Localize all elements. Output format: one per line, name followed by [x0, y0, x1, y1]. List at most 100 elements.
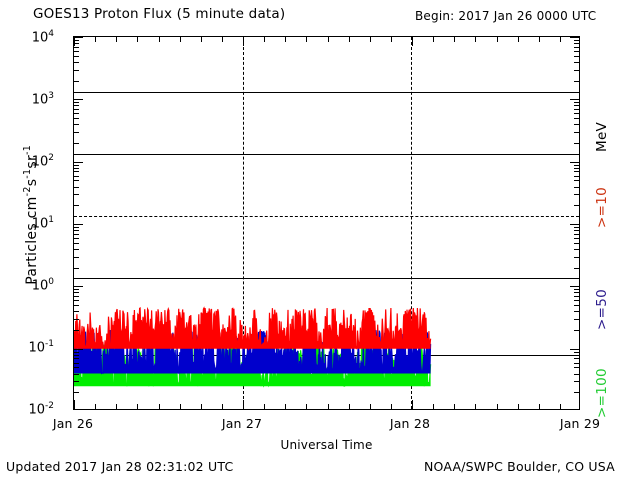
day-divider-jan28 — [411, 37, 412, 409]
y-minor-tick — [74, 305, 79, 307]
x-minor-tick — [327, 404, 329, 409]
x-minor-tick — [348, 37, 350, 42]
x-minor-tick — [517, 37, 519, 42]
y-minor-tick — [74, 311, 79, 313]
y-minor-tick — [574, 351, 579, 353]
y-minor-tick — [74, 175, 79, 177]
y-minor-tick — [74, 242, 79, 244]
plot-area[interactable] — [73, 36, 580, 410]
x-minor-tick — [137, 404, 139, 409]
y-major-tick — [570, 99, 579, 101]
x-minor-tick — [517, 404, 519, 409]
y-minor-tick — [574, 230, 579, 231]
flux-line-0 — [74, 306, 432, 351]
y-minor-tick — [74, 358, 79, 360]
y-minor-tick — [574, 164, 579, 166]
y-minor-tick — [574, 167, 579, 169]
plot-inner — [74, 37, 579, 409]
y-major-tick — [570, 161, 579, 163]
x-minor-tick — [538, 404, 540, 409]
x-minor-tick — [200, 404, 202, 409]
y-minor-tick — [574, 362, 579, 364]
page-title: GOES13 Proton Flux (5 minute data) — [33, 6, 286, 22]
y-minor-tick — [74, 373, 79, 375]
flux-traces — [74, 306, 432, 388]
y-minor-tick — [74, 237, 79, 239]
y-minor-tick — [74, 131, 79, 133]
y-minor-tick — [74, 381, 79, 383]
y-minor-tick — [574, 329, 579, 331]
flux-band-0 — [74, 308, 431, 349]
y-minor-tick — [74, 318, 79, 320]
y-minor-tick — [74, 80, 79, 82]
y-minor-tick — [574, 267, 579, 269]
y-minor-tick — [574, 296, 579, 297]
y-minor-tick — [74, 69, 79, 71]
y-minor-tick — [574, 171, 579, 173]
x-minor-tick — [348, 404, 350, 409]
y-minor-tick — [574, 248, 579, 250]
x-minor-tick — [221, 37, 223, 42]
y-minor-tick — [74, 230, 79, 231]
y-minor-tick — [574, 186, 579, 188]
y-minor-tick — [74, 354, 79, 356]
x-minor-tick — [264, 404, 266, 409]
y-minor-tick — [574, 292, 579, 294]
x-minor-tick — [285, 37, 287, 42]
flux-band-1 — [74, 329, 431, 374]
x-minor-tick — [137, 37, 139, 42]
y-minor-tick — [574, 233, 579, 235]
x-major-tick — [74, 37, 75, 46]
y-minor-tick — [74, 167, 79, 169]
y-minor-tick — [74, 233, 79, 235]
y-major-tick — [74, 161, 83, 163]
source-attribution: NOAA/SWPC Boulder, CO USA — [424, 459, 615, 474]
y-minor-tick — [574, 43, 579, 44]
x-minor-tick — [179, 37, 181, 42]
y-minor-tick — [74, 43, 79, 44]
y-major-tick — [74, 224, 83, 225]
x-minor-tick — [158, 404, 160, 409]
y-minor-tick — [74, 267, 79, 269]
gridline-1e1-alert — [74, 216, 579, 217]
y-minor-tick — [574, 367, 579, 369]
y-minor-tick — [574, 373, 579, 375]
y-minor-tick — [574, 180, 579, 182]
x-minor-tick — [475, 404, 477, 409]
y-minor-tick — [574, 61, 579, 63]
y-minor-tick — [574, 80, 579, 82]
x-minor-tick — [390, 404, 392, 409]
y-minor-tick — [574, 118, 579, 120]
y-minor-tick — [574, 392, 579, 394]
y-major-tick — [74, 286, 83, 288]
x-minor-tick — [264, 37, 266, 42]
y-minor-tick — [74, 46, 79, 48]
x-minor-tick — [369, 404, 371, 409]
y-minor-tick — [74, 164, 79, 166]
x-minor-tick — [369, 37, 371, 42]
legend-ge100-mev[interactable]: >=100 — [594, 368, 610, 418]
x-minor-tick — [221, 404, 223, 409]
x-minor-tick — [179, 404, 181, 409]
gridline-1e3 — [74, 92, 579, 93]
y-minor-tick — [574, 358, 579, 360]
y-minor-tick — [74, 205, 79, 207]
y-major-tick — [570, 348, 579, 350]
x-minor-tick — [116, 404, 118, 409]
y-minor-tick — [74, 113, 79, 115]
y-minor-tick — [574, 318, 579, 320]
y-major-tick — [570, 286, 579, 288]
y-minor-tick — [574, 142, 579, 144]
y-minor-tick — [574, 289, 579, 291]
y-minor-tick — [74, 194, 79, 196]
y-minor-tick — [574, 381, 579, 383]
gridline-1e0 — [74, 278, 579, 279]
x-minor-tick — [496, 404, 498, 409]
y-minor-tick — [74, 248, 79, 250]
y-major-tick — [74, 99, 83, 101]
x-minor-tick — [327, 37, 329, 42]
y-tick-label-1e2: 102 — [31, 153, 54, 170]
gridline-1e2 — [74, 154, 579, 155]
y-minor-tick — [574, 237, 579, 239]
y-minor-tick — [574, 226, 579, 228]
